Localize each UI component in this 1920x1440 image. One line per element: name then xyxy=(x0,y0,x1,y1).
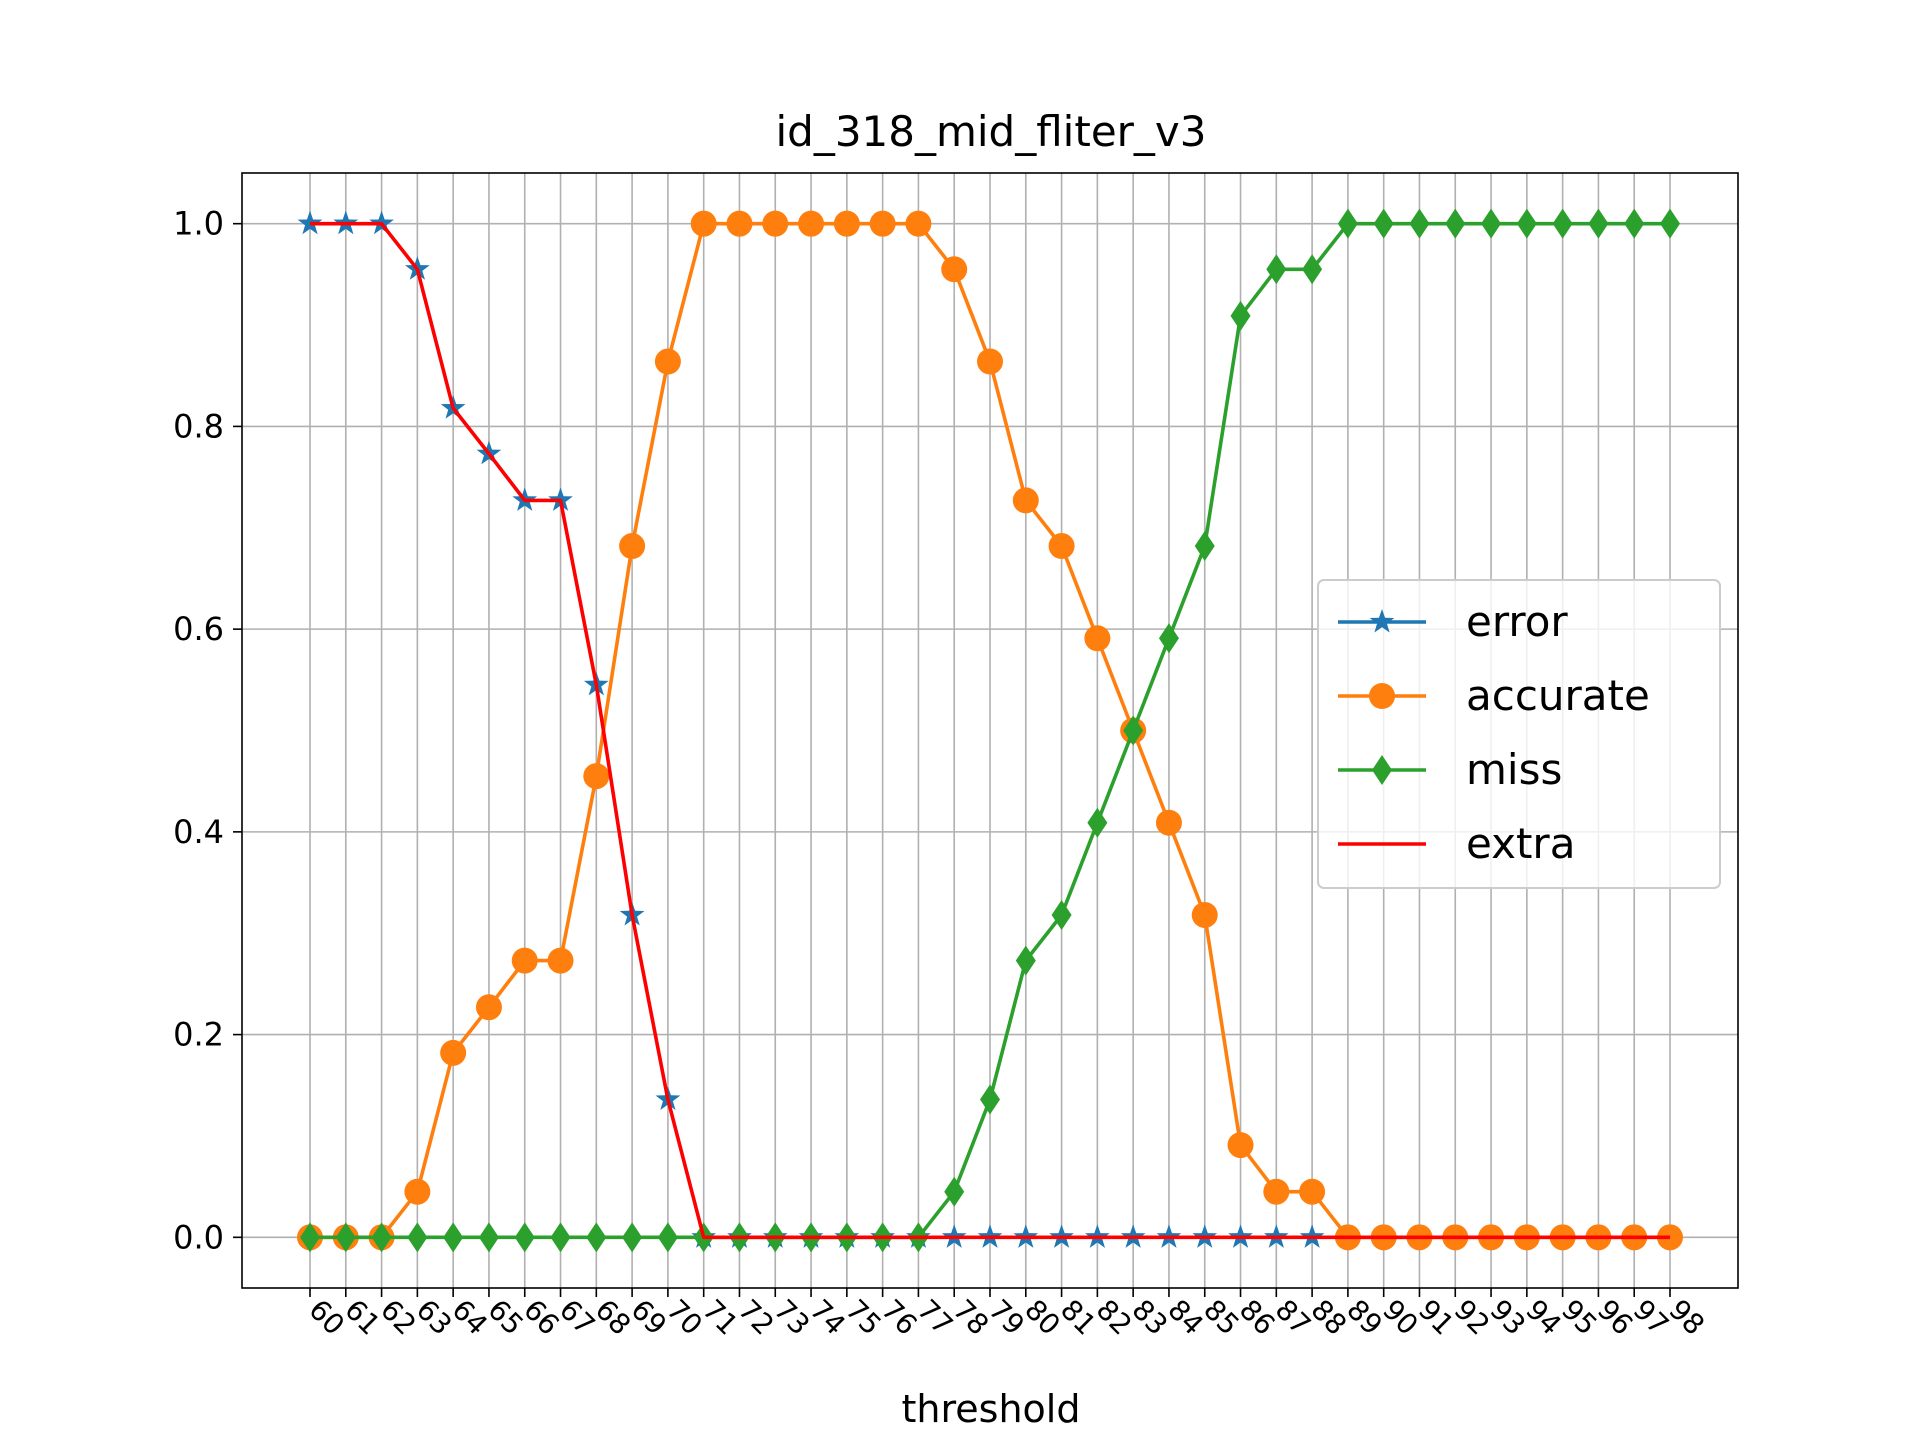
chart-title: id_318_mid_fliter_v3 xyxy=(775,107,1206,156)
data-point-miss xyxy=(1624,208,1645,239)
data-point-miss xyxy=(1194,531,1215,562)
data-point-accurate xyxy=(1012,487,1039,514)
data-point-accurate xyxy=(941,256,968,283)
data-point-miss xyxy=(1409,208,1430,239)
data-point-accurate xyxy=(511,947,538,974)
data-point-accurate xyxy=(547,947,574,974)
data-point-accurate xyxy=(1155,809,1182,836)
data-point-accurate xyxy=(440,1039,467,1066)
legend-label-extra: extra xyxy=(1466,819,1575,868)
data-point-miss xyxy=(300,1222,320,1253)
data-point-accurate xyxy=(1048,533,1075,560)
data-point-accurate xyxy=(905,210,932,237)
y-tick-label: 0.4 xyxy=(173,813,224,851)
data-point-miss xyxy=(1445,208,1466,239)
data-point-miss xyxy=(1015,945,1036,976)
legend-item-extra: extra xyxy=(1338,819,1575,868)
data-point-miss xyxy=(980,1084,1000,1115)
legend-marker-miss xyxy=(1372,755,1392,785)
legend-label-error: error xyxy=(1466,597,1568,646)
data-point-miss xyxy=(1302,254,1323,285)
y-tick-label: 0.2 xyxy=(173,1016,224,1054)
legend-label-accurate: accurate xyxy=(1466,671,1650,720)
data-point-miss xyxy=(1087,807,1108,838)
data-point-miss xyxy=(1158,623,1179,654)
data-point-miss xyxy=(657,1222,678,1253)
data-point-accurate xyxy=(798,210,825,237)
data-point-miss xyxy=(335,1222,356,1253)
data-point-miss xyxy=(586,1222,607,1253)
data-point-accurate xyxy=(475,994,502,1021)
data-point-miss xyxy=(622,1222,643,1253)
y-tick-label: 0.6 xyxy=(173,610,224,648)
data-point-miss xyxy=(407,1222,428,1253)
data-point-miss xyxy=(944,1176,965,1207)
legend-marker-accurate xyxy=(1369,683,1395,709)
data-point-miss xyxy=(1051,899,1072,930)
series-extra xyxy=(310,221,1670,1240)
data-point-accurate xyxy=(869,210,896,237)
data-point-accurate xyxy=(619,533,646,560)
y-tick-label: 0.8 xyxy=(173,407,224,445)
data-point-miss xyxy=(1373,208,1394,239)
data-point-accurate xyxy=(654,348,681,375)
data-point-miss xyxy=(514,1222,535,1253)
data-point-miss xyxy=(1123,715,1144,746)
series-miss xyxy=(300,208,1680,1253)
data-point-accurate xyxy=(583,763,610,790)
data-point-accurate xyxy=(404,1178,431,1205)
legend-box xyxy=(1317,579,1721,889)
data-point-miss xyxy=(1481,208,1502,239)
data-point-miss xyxy=(371,1222,392,1253)
data-point-miss xyxy=(1552,208,1573,239)
data-point-miss xyxy=(1516,208,1537,239)
legend-item-miss: miss xyxy=(1338,745,1562,794)
data-point-accurate xyxy=(1227,1132,1254,1159)
data-point-accurate xyxy=(1263,1178,1290,1205)
legend-marker-error xyxy=(1369,609,1395,633)
data-point-accurate xyxy=(690,210,717,237)
y-tick-label: 1.0 xyxy=(173,205,224,243)
data-point-miss xyxy=(1660,208,1680,239)
legend-item-accurate: accurate xyxy=(1338,671,1650,720)
data-point-miss xyxy=(1337,208,1358,239)
data-point-accurate xyxy=(1191,901,1218,928)
data-point-accurate xyxy=(833,210,860,237)
legend-item-error: error xyxy=(1338,597,1568,646)
plot-series xyxy=(297,208,1683,1253)
data-point-miss xyxy=(478,1222,499,1253)
x-axis-label: threshold xyxy=(902,1387,1081,1431)
data-point-accurate xyxy=(1084,625,1111,652)
data-point-accurate xyxy=(762,210,789,237)
data-point-miss xyxy=(1230,300,1251,331)
data-point-miss xyxy=(1266,254,1287,285)
legend-label-miss: miss xyxy=(1466,745,1562,794)
data-point-miss xyxy=(550,1222,571,1253)
series-line-extra xyxy=(310,221,1670,1240)
data-point-accurate xyxy=(726,210,753,237)
y-tick-label: 0.0 xyxy=(173,1218,224,1256)
data-point-accurate xyxy=(977,348,1003,375)
data-point-miss xyxy=(443,1222,464,1253)
legend: error accurate miss extra xyxy=(1317,579,1721,889)
data-point-miss xyxy=(1588,208,1609,239)
data-point-accurate xyxy=(1299,1178,1326,1205)
